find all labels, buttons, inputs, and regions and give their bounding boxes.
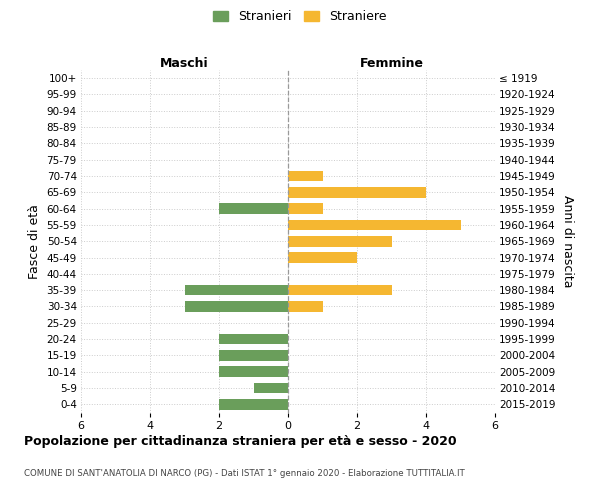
Bar bbox=[288, 285, 392, 296]
Bar bbox=[288, 220, 461, 230]
Bar bbox=[288, 170, 323, 181]
Bar bbox=[219, 350, 288, 360]
Bar bbox=[288, 301, 323, 312]
Text: COMUNE DI SANT'ANATOLIA DI NARCO (PG) - Dati ISTAT 1° gennaio 2020 - Elaborazion: COMUNE DI SANT'ANATOLIA DI NARCO (PG) - … bbox=[24, 468, 465, 477]
Bar bbox=[288, 204, 323, 214]
Bar bbox=[254, 382, 288, 394]
Bar bbox=[185, 285, 288, 296]
Y-axis label: Anni di nascita: Anni di nascita bbox=[562, 195, 574, 288]
Text: Maschi: Maschi bbox=[160, 57, 209, 70]
Bar bbox=[219, 366, 288, 377]
Bar bbox=[219, 399, 288, 409]
Bar bbox=[288, 252, 357, 263]
Text: Femmine: Femmine bbox=[359, 57, 424, 70]
Bar bbox=[219, 334, 288, 344]
Legend: Stranieri, Straniere: Stranieri, Straniere bbox=[209, 6, 391, 26]
Bar bbox=[288, 236, 392, 246]
Y-axis label: Fasce di età: Fasce di età bbox=[28, 204, 41, 279]
Bar bbox=[185, 301, 288, 312]
Bar bbox=[288, 187, 426, 198]
Text: Popolazione per cittadinanza straniera per età e sesso - 2020: Popolazione per cittadinanza straniera p… bbox=[24, 435, 457, 448]
Bar bbox=[219, 204, 288, 214]
